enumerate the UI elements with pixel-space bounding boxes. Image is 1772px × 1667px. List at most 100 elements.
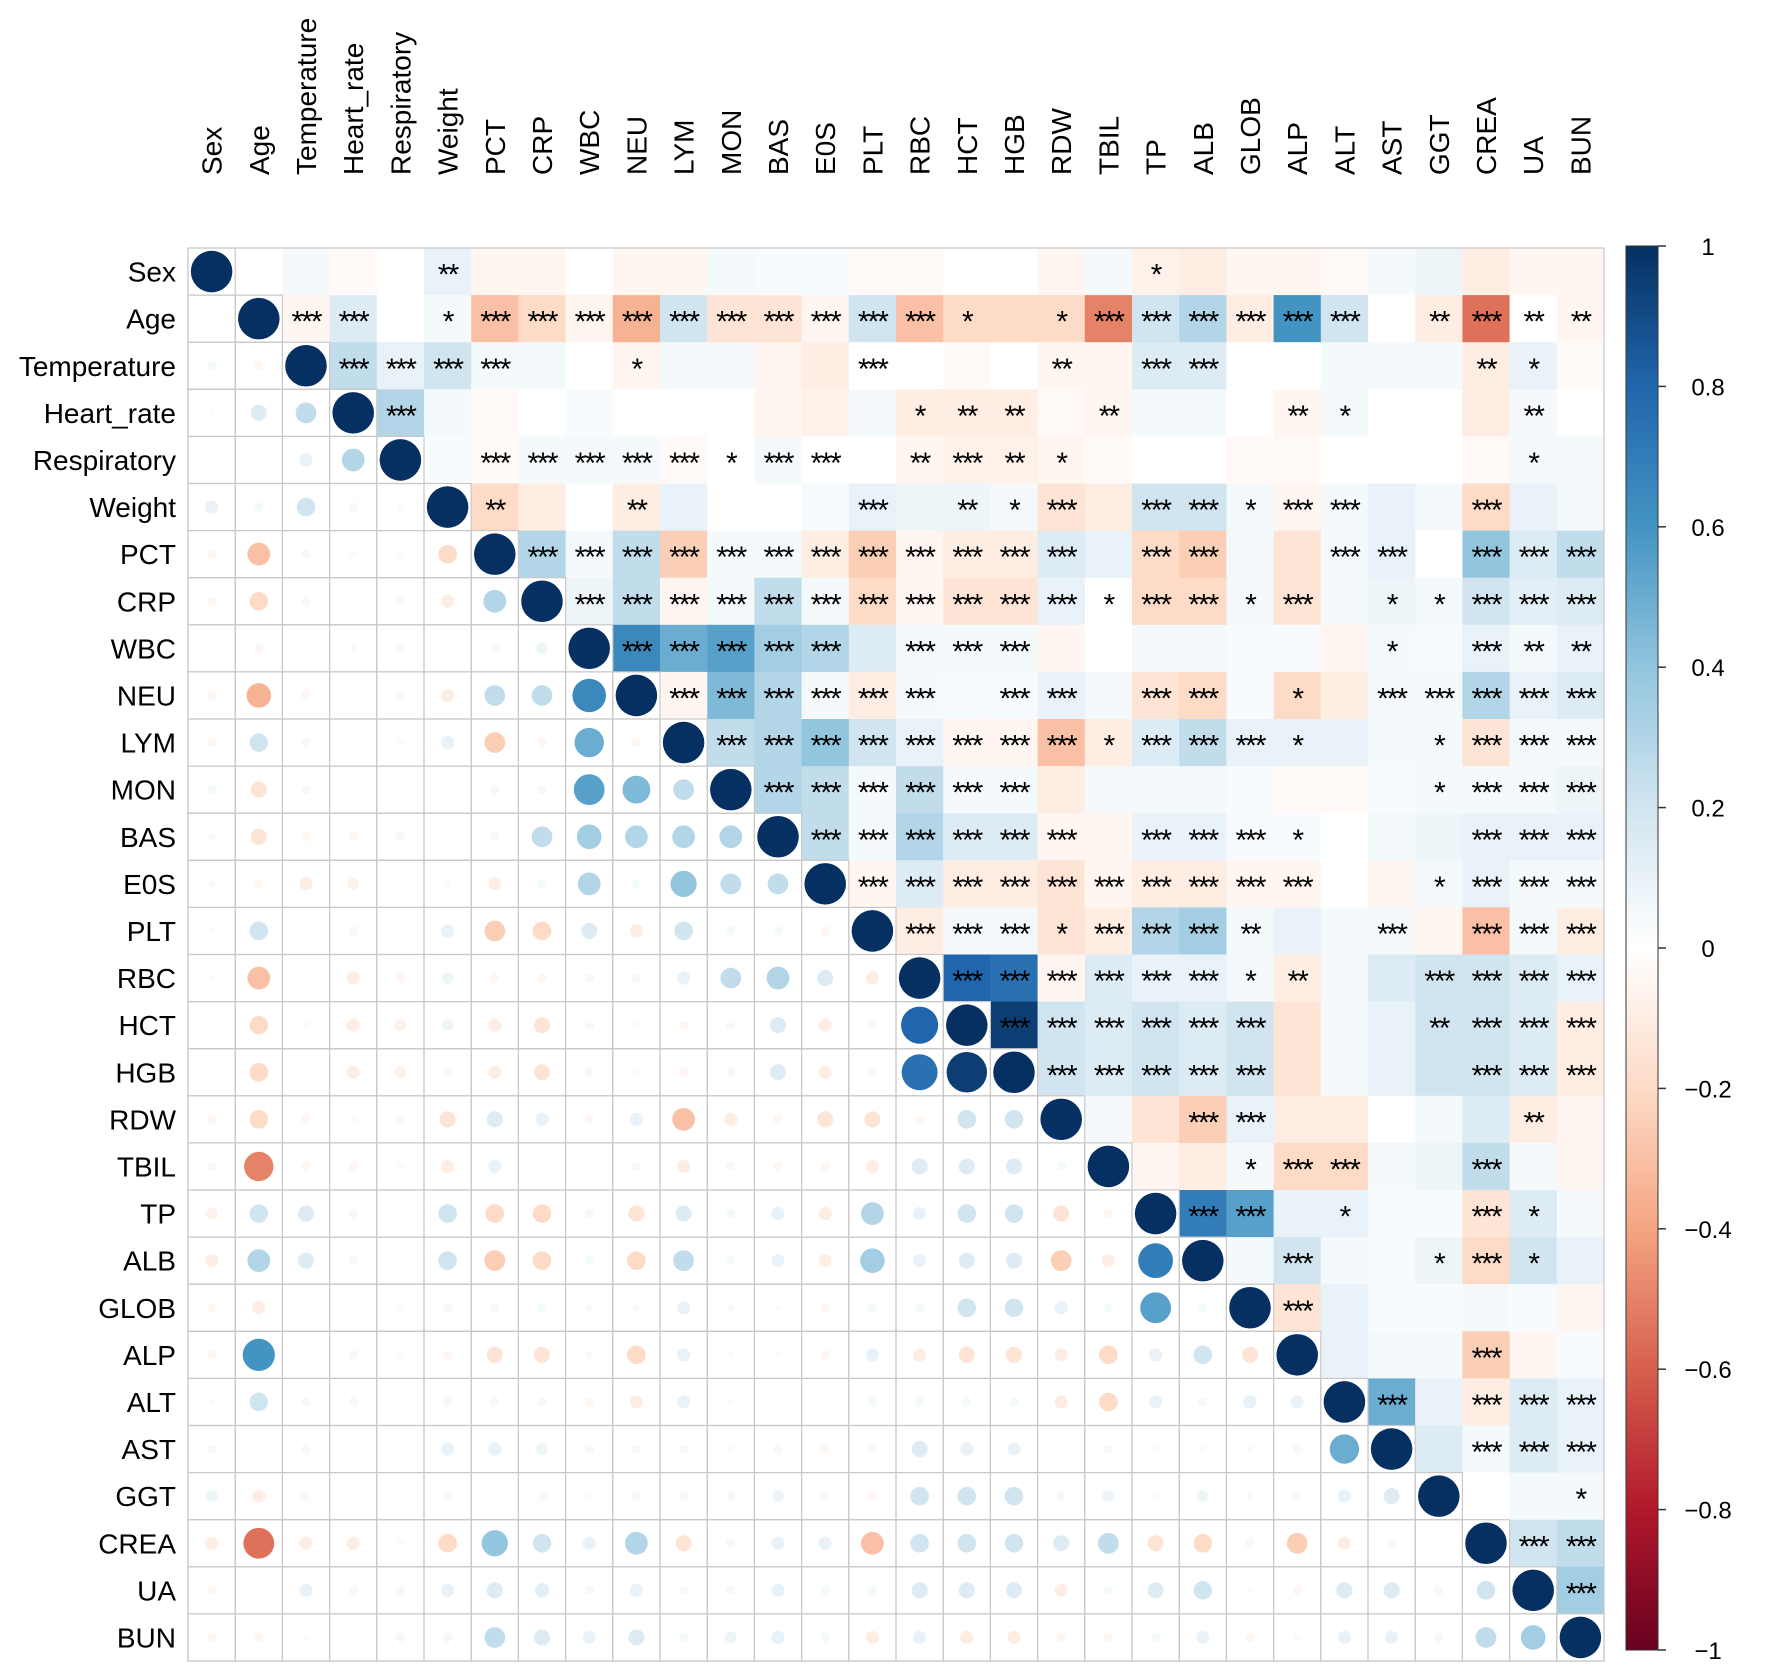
circle-RDW-LYM bbox=[672, 1107, 695, 1131]
col-label-NEU: NEU bbox=[621, 116, 652, 175]
cell-MON-HGB bbox=[990, 766, 1038, 814]
circle-E0S-Sex bbox=[208, 880, 216, 888]
circle-ALP-BAS bbox=[774, 1351, 782, 1359]
cell-LYM-RBC bbox=[896, 719, 944, 767]
sig-stars: *** bbox=[1471, 1059, 1502, 1092]
circle-TBIL-E0S bbox=[820, 1161, 830, 1172]
cell-CRP-GGT bbox=[1415, 577, 1463, 626]
cell-Respiratory-HGB bbox=[990, 436, 1038, 484]
circle-AST-HCT bbox=[960, 1442, 974, 1456]
cell-TP-ALB bbox=[1179, 1190, 1227, 1238]
cell-Heart_rate-BUN bbox=[1556, 389, 1605, 437]
circle-E0S-Weight bbox=[444, 880, 452, 888]
circle-HCT-WBC bbox=[584, 1020, 594, 1030]
circle-PLT-LYM bbox=[674, 921, 693, 941]
cell-LYM-ALT bbox=[1320, 719, 1369, 767]
sig-stars: *** bbox=[1519, 541, 1550, 574]
circle-TP-HCT bbox=[957, 1204, 977, 1223]
circle-PLT-Respiratory bbox=[397, 927, 404, 935]
cell-Respiratory-GLOB bbox=[1226, 436, 1274, 484]
cell-Sex-UA bbox=[1509, 248, 1558, 296]
circle-UA-HCT bbox=[958, 1582, 975, 1599]
circle-RDW-BAS bbox=[773, 1114, 783, 1124]
circle-BUN-LYM bbox=[678, 1632, 689, 1643]
cell-RBC-ALB bbox=[1179, 954, 1227, 1002]
sig-stars: ** bbox=[1429, 306, 1451, 339]
sig-stars: *** bbox=[1471, 1342, 1502, 1375]
cell-TBIL-ALT bbox=[1320, 1142, 1369, 1191]
cell-NEU-GLOB bbox=[1226, 671, 1274, 720]
sig-stars: *** bbox=[1566, 1012, 1597, 1045]
sig-stars: *** bbox=[952, 824, 983, 857]
sig-stars: *** bbox=[1377, 541, 1408, 574]
sig-stars: *** bbox=[1047, 1059, 1078, 1092]
cell-ALT-BUN bbox=[1556, 1378, 1605, 1426]
row-label-RDW: RDW bbox=[109, 1104, 176, 1135]
circle-AST-MON bbox=[727, 1445, 735, 1453]
cell-GLOB-ALP bbox=[1273, 1284, 1322, 1332]
circle-TBIL-WBC bbox=[586, 1163, 593, 1170]
cell-PCT-BAS bbox=[754, 530, 802, 579]
circle-CREA-Sex bbox=[205, 1536, 219, 1550]
cell-GLOB-GGT bbox=[1415, 1284, 1463, 1332]
circle-HGB-E0S bbox=[818, 1065, 832, 1079]
sig-stars: *** bbox=[952, 447, 983, 480]
sig-stars: *** bbox=[1235, 1059, 1266, 1092]
circle-BUN-AST bbox=[1385, 1630, 1399, 1645]
cell-NEU-E0S bbox=[801, 671, 850, 720]
circle-NEU-Respiratory bbox=[395, 690, 406, 701]
sig-stars: *** bbox=[1094, 871, 1125, 904]
circle-TBIL-PLT bbox=[865, 1159, 879, 1174]
cell-BAS-RDW bbox=[1037, 813, 1086, 861]
cell-Temperature-TBIL bbox=[1084, 342, 1133, 390]
circle-CRP-Sex bbox=[206, 596, 217, 606]
circle-Weight-Age bbox=[254, 502, 264, 512]
circle-HCT-E0S bbox=[818, 1018, 832, 1032]
circle-WBC-Temperature bbox=[302, 645, 310, 652]
row-label-CRP: CRP bbox=[117, 586, 176, 617]
circle-LYM-LYM bbox=[662, 721, 705, 764]
sig-stars: *** bbox=[1188, 824, 1219, 857]
sig-stars: *** bbox=[905, 306, 936, 339]
cell-Weight-RDW bbox=[1037, 483, 1086, 531]
row-label-Temperature: Temperature bbox=[19, 351, 176, 382]
circle-E0S-CRP bbox=[537, 879, 547, 889]
col-label-WBC: WBC bbox=[574, 110, 605, 175]
cell-Sex-TBIL bbox=[1084, 248, 1133, 296]
circle-GGT-Heart_rate bbox=[350, 1492, 357, 1500]
sig-stars: *** bbox=[1566, 588, 1597, 621]
circle-AST-PCT bbox=[488, 1442, 502, 1456]
cell-Respiratory-NEU bbox=[612, 436, 661, 484]
row-label-Weight: Weight bbox=[89, 492, 176, 523]
cell-RBC-HCT bbox=[943, 954, 991, 1002]
cell-HCT-TP bbox=[1132, 1001, 1180, 1050]
cell-Sex-BAS bbox=[754, 248, 802, 296]
sig-stars: *** bbox=[905, 777, 936, 810]
sig-stars: *** bbox=[1519, 1059, 1550, 1092]
circle-CREA-HCT bbox=[957, 1533, 977, 1553]
cell-Weight-RBC bbox=[896, 483, 944, 531]
cell-BAS-AST bbox=[1368, 813, 1416, 861]
circle-AST-TP bbox=[1152, 1445, 1160, 1453]
sig-stars: ** bbox=[1524, 400, 1546, 433]
circle-ALB-RBC bbox=[913, 1254, 927, 1268]
col-label-BAS: BAS bbox=[763, 119, 794, 175]
cell-Weight-BUN bbox=[1556, 483, 1605, 531]
cell-E0S-BUN bbox=[1556, 860, 1605, 908]
sig-stars: *** bbox=[1471, 965, 1502, 998]
cell-ALT-AST bbox=[1368, 1378, 1416, 1426]
cell-NEU-HGB bbox=[990, 671, 1038, 720]
cell-Weight-LYM bbox=[660, 483, 708, 531]
circle-HGB-PCT bbox=[488, 1065, 502, 1079]
cell-Heart_rate-AST bbox=[1368, 389, 1416, 437]
circle-TBIL-Respiratory bbox=[396, 1162, 404, 1171]
circle-E0S-Temperature bbox=[299, 877, 313, 891]
circle-AST-ALP bbox=[1292, 1444, 1302, 1454]
sig-stars: *** bbox=[1283, 1248, 1314, 1281]
cell-Age-CREA bbox=[1462, 295, 1510, 343]
circle-ALP-ALP bbox=[1276, 1334, 1318, 1376]
circle-GLOB-PCT bbox=[490, 1303, 500, 1313]
sig-stars: *** bbox=[1471, 682, 1502, 715]
sig-stars: *** bbox=[575, 541, 606, 574]
sig-stars: *** bbox=[905, 541, 936, 574]
